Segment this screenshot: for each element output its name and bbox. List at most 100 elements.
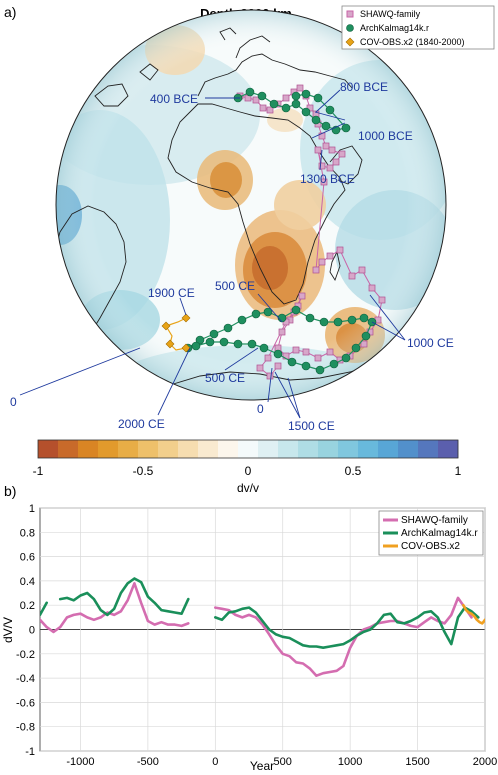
archkalmag-marker [257, 91, 267, 101]
panel-b-letter: b) [4, 483, 16, 499]
series-shawq-family [214, 596, 473, 677]
annotation-0-center: 0 [257, 402, 264, 416]
archkalmag-marker [351, 343, 361, 353]
covobs-marker [181, 313, 191, 323]
x-tick-label: 500 [274, 756, 292, 768]
y-tick-labels: 1 0.8 0.6 0.4 0.2 0 -0.2 -0.4 -0.6 -0.8 -1 [16, 503, 35, 758]
shawq-marker [278, 328, 286, 336]
legend-b-label-3: COV-OBS.x2 [401, 541, 460, 552]
archkalmag-marker [311, 115, 321, 125]
archkalmag-marker [269, 99, 279, 109]
series-cov-obs-x2 [462, 603, 485, 625]
y-tick-label: 0.2 [20, 600, 35, 612]
archkalmag-marker [247, 339, 257, 349]
archkalmag-marker [347, 315, 357, 325]
shawq-marker [322, 142, 330, 150]
x-tick-label: -500 [137, 756, 159, 768]
legend-square-icon [346, 10, 354, 18]
archkalmag-marker [291, 99, 301, 109]
shawq-marker [326, 348, 334, 356]
colorbar-cell [378, 440, 399, 458]
line-chart: 1 0.8 0.6 0.4 0.2 0 -0.2 -0.4 -0.6 -0.8 -1 -1000 -5… [1, 503, 497, 773]
x-tick-label: 1500 [405, 756, 429, 768]
colorbar-cell [298, 440, 319, 458]
colorbar-label: dv/v [237, 481, 259, 495]
archkalmag-marker [315, 365, 325, 375]
archkalmag-marker [319, 317, 329, 327]
archkalmag-marker [333, 317, 343, 327]
y-tick-label: 0.4 [20, 576, 35, 588]
archkalmag-marker [341, 123, 351, 133]
legend-a-label-3: COV-OBS.x2 (1840-2000) [360, 37, 465, 47]
annotation-500ce-lower: 500 CE [205, 371, 245, 385]
archkalmag-marker [209, 329, 219, 339]
archkalmag-marker [251, 309, 261, 319]
archkalmag-marker [219, 337, 229, 347]
colorbar-cell [58, 440, 79, 458]
series-archkalmag14k-r [40, 601, 48, 617]
shawq-marker [252, 96, 260, 104]
annotation-1000bce: 1000 BCE [358, 129, 413, 143]
archkalmag-marker [321, 121, 331, 131]
shawq-marker [378, 296, 386, 304]
colorbar-cell [338, 440, 359, 458]
archkalmag-marker [263, 307, 273, 317]
colorbar-cell [318, 440, 339, 458]
archkalmag-marker [325, 105, 335, 115]
shawq-marker [266, 106, 274, 114]
shawq-marker [314, 354, 322, 362]
colorbar-cell [138, 440, 159, 458]
colorbar-cells [38, 440, 459, 458]
archkalmag-marker [305, 313, 315, 323]
shawq-marker [282, 94, 290, 102]
shawq-marker [360, 340, 368, 348]
colorbar-cell [198, 440, 219, 458]
annotation-400bce: 400 BCE [150, 92, 198, 106]
archkalmag-marker [361, 331, 371, 341]
archkalmag-marker [259, 343, 269, 353]
globe-legend: SHAWQ-family ArchKalmag14k.r COV-OBS.x2 … [341, 5, 495, 50]
archkalmag-marker [223, 323, 233, 333]
covobs-marker [161, 321, 171, 331]
colorbar-tick-5: 1 [455, 464, 462, 478]
shawq-marker [274, 362, 282, 370]
shawq-marker [326, 252, 334, 260]
annotation-1000ce: 1000 CE [407, 336, 454, 350]
x-tick-label: 1000 [338, 756, 362, 768]
archkalmag-marker [301, 107, 311, 117]
annotation-2000ce: 2000 CE [118, 417, 165, 431]
colorbar-cell [158, 440, 179, 458]
series-lines [40, 577, 485, 677]
colorbar-tick-1: -1 [33, 464, 44, 478]
colorbar-cell [178, 440, 199, 458]
x-tick-label: 2000 [473, 756, 497, 768]
annotation-1900ce: 1900 CE [148, 286, 195, 300]
shawq-marker [256, 364, 264, 372]
y-tick-label: -0.4 [16, 673, 35, 685]
colorbar-cell [438, 440, 459, 458]
colorbar-tick-3: 0 [245, 464, 252, 478]
legend-circle-icon [346, 24, 354, 32]
colorbar-cell [98, 440, 119, 458]
series-archkalmag14k-r [58, 577, 190, 617]
legend-diamond-icon [345, 37, 355, 47]
shawq-marker [292, 346, 300, 354]
shawq-marker [320, 178, 328, 186]
colorbar-cell [258, 440, 279, 458]
shawq-marker [318, 162, 326, 170]
shawq-marker [368, 284, 376, 292]
x-tick-label: -1000 [66, 756, 94, 768]
annotation-500ce-upper: 500 CE [215, 279, 255, 293]
shawq-marker [328, 146, 336, 154]
covobs-track [165, 317, 187, 351]
archkalmag-marker [313, 93, 323, 103]
archkalmag-marker [281, 103, 291, 113]
colorbar-cell [78, 440, 99, 458]
archkalmag-marker [233, 339, 243, 349]
archkalmag-marker [277, 313, 287, 323]
colorbar-cell [238, 440, 259, 458]
colorbar-cell [358, 440, 379, 458]
archkalmag-marker [245, 87, 255, 97]
shawq-marker [266, 372, 274, 380]
x-axis-label: Year [250, 759, 274, 773]
